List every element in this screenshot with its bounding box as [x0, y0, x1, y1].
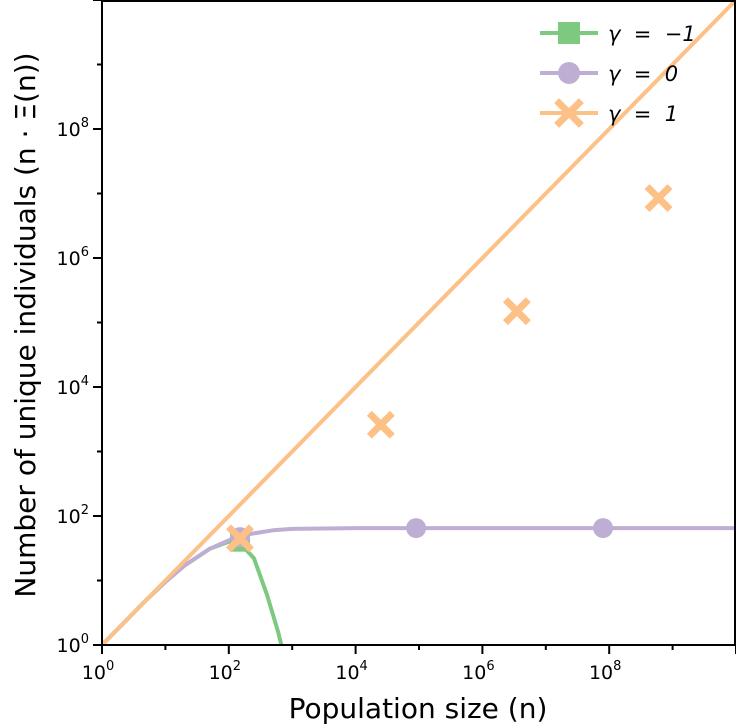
- series-line-2: [102, 0, 736, 645]
- x-tick-label-0: 100: [82, 659, 114, 684]
- y-tick-label-0: 100: [57, 632, 89, 657]
- marker-series-2-3: [644, 184, 673, 213]
- x-tick-label-4: 108: [589, 659, 621, 684]
- x-tick-label-3: 106: [462, 659, 494, 684]
- marker-series-2-1: [366, 410, 395, 439]
- axes: 100 102 104 106 108 100 102 104 106 108: [57, 0, 736, 684]
- y-tick-label-4: 108: [57, 116, 89, 141]
- marker-series-1-2: [593, 518, 614, 539]
- marker-series-2-2: [502, 297, 531, 326]
- legend-item-0: γ = −1: [540, 22, 696, 46]
- marker-series-2-0: [226, 524, 254, 553]
- legend-marker-2: [554, 98, 584, 128]
- legend-label-0: γ = −1: [608, 22, 696, 46]
- legend: γ = −1 γ = 0 γ = 1: [540, 22, 696, 128]
- legend-marker-0: [558, 22, 580, 44]
- y-tick-label-2: 104: [57, 374, 89, 399]
- marker-series-1-1: [406, 518, 427, 539]
- legend-label-2: γ = 1: [608, 102, 678, 126]
- legend-item-2: γ = 1: [540, 98, 678, 128]
- x-tick-label-1: 102: [209, 659, 241, 684]
- legend-marker-1: [558, 62, 580, 84]
- x-axis-label: Population size (n): [289, 692, 548, 725]
- y-tick-label-1: 102: [57, 503, 89, 528]
- series-line-0: [102, 539, 284, 645]
- x-tick-label-2: 104: [335, 659, 367, 684]
- plot-area: [102, 0, 736, 645]
- y-axis-label: Number of unique individuals (n · Ξ(n)): [9, 52, 42, 597]
- legend-label-1: γ = 0: [608, 62, 678, 86]
- legend-item-1: γ = 0: [540, 62, 678, 86]
- y-tick-label-3: 106: [57, 245, 89, 270]
